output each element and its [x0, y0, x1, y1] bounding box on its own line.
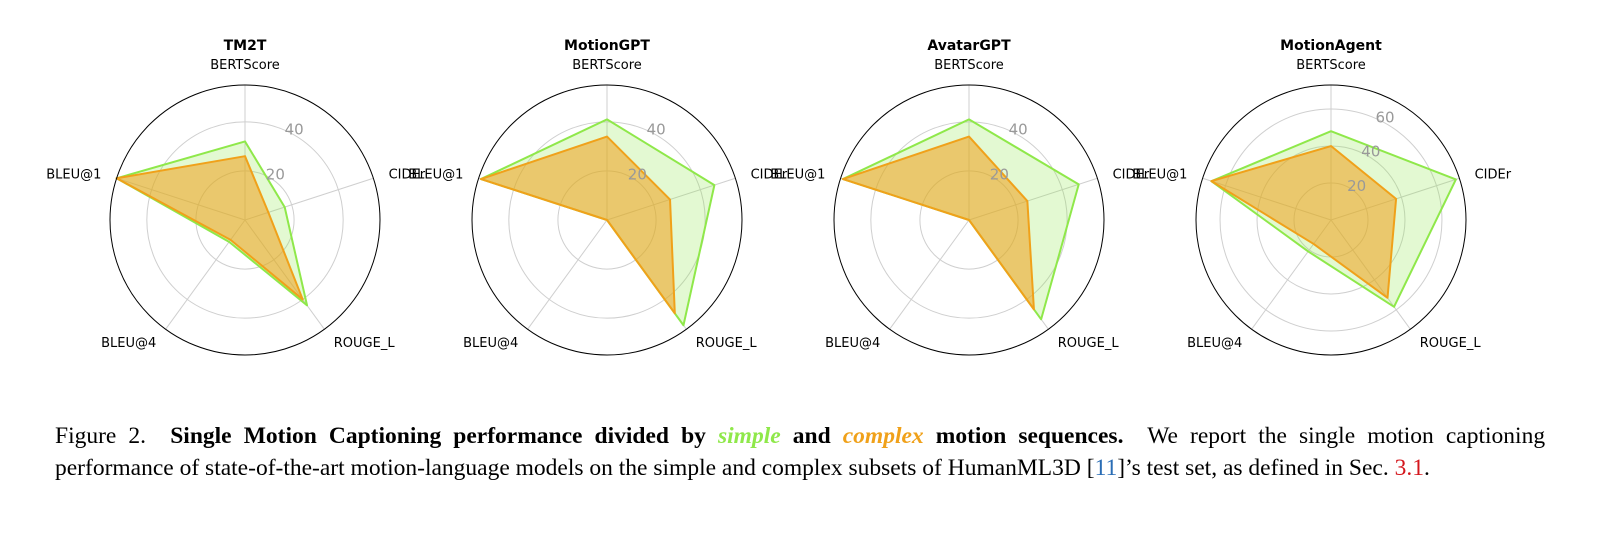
chart-title: AvatarGPT	[927, 38, 1011, 54]
series-complex-polygon	[841, 135, 1035, 311]
outer-frame	[109, 84, 381, 356]
outer-frame	[1195, 84, 1467, 356]
radial-tick-label: 20	[628, 166, 647, 184]
section-link[interactable]: 3.1	[1394, 455, 1424, 481]
axis-label: CIDEr	[389, 167, 426, 182]
radial-tick-label: 40	[647, 120, 666, 138]
axis-label: ROUGE_L	[696, 336, 758, 351]
axis-label: BLEU@4	[101, 336, 156, 351]
caption-simple-word: simple	[718, 423, 781, 449]
axis-label: BERTScore	[1296, 58, 1366, 73]
caption-bold-a: Single Motion Captioning performance div…	[170, 423, 706, 449]
radial-tick-label: 20	[266, 166, 285, 184]
series-complex-polygon	[1210, 145, 1398, 299]
axis-label: ROUGE_L	[1058, 336, 1120, 351]
radial-tick-label: 60	[1375, 108, 1394, 126]
figure-label: Figure 2.	[55, 423, 147, 449]
chart-title: MotionAgent	[1280, 38, 1382, 54]
outer-frame	[833, 84, 1105, 356]
caption-text-a: We report the single motion captioning p…	[55, 423, 1546, 481]
figure-caption: Figure 2. Single Motion Captioning perfo…	[55, 420, 1545, 484]
caption-bold-b: and	[792, 423, 831, 449]
axis-spoke	[889, 219, 970, 330]
radial-tick-label: 40	[1009, 120, 1028, 138]
axis-label: ROUGE_L	[334, 336, 396, 351]
outer-frame	[471, 84, 743, 356]
axis-label: ROUGE_L	[1420, 336, 1482, 351]
caption-text-c: .	[1423, 455, 1430, 481]
axis-label: CIDEr	[751, 167, 788, 182]
axis-label: BERTScore	[934, 58, 1004, 73]
axis-label: BLEU@1	[770, 167, 825, 182]
citation-link[interactable]: 11	[1094, 455, 1118, 481]
radial-tick-label: 40	[285, 120, 304, 138]
axis-label: BLEU@4	[1187, 336, 1242, 351]
axis-label: BLEU@1	[408, 167, 463, 182]
axis-label: CIDEr	[1113, 167, 1150, 182]
caption-bold-c: motion sequences.	[935, 423, 1124, 449]
radar-chart-0: 20 40 BERTScore CIDEr ROUGE_L BLEU@4 BLEU@1 TM2…	[46, 38, 426, 356]
axis-label: BLEU@4	[463, 336, 518, 351]
series-complex-polygon	[479, 135, 676, 315]
radial-tick-label: 40	[1361, 143, 1380, 161]
radial-tick-label: 20	[1347, 177, 1366, 195]
axis-label: BLEU@1	[1132, 167, 1187, 182]
axis-label: CIDEr	[1475, 167, 1512, 182]
caption-complex-word: complex	[842, 423, 924, 449]
axis-label: BERTScore	[210, 58, 280, 73]
axis-label: BLEU@4	[825, 336, 880, 351]
radial-tick-label: 20	[990, 166, 1009, 184]
radar-chart-3: 20 40 60 BERTScore CIDEr ROUGE_L BLEU@4 BLEU@1 M…	[1132, 38, 1512, 356]
series-complex-polygon	[115, 155, 304, 301]
axis-label: BERTScore	[572, 58, 642, 73]
radar-charts: 20 40 BERTScore CIDEr ROUGE_L BLEU@4 BLEU@1 TM2…	[46, 38, 1512, 356]
caption-text-b: ]’s test set, as defined in Sec.	[1117, 455, 1389, 481]
chart-title: MotionGPT	[564, 38, 650, 54]
radar-chart-2: 20 40 BERTScore CIDEr ROUGE_L BLEU@4 BLEU@1 Ava…	[770, 38, 1150, 356]
chart-title: TM2T	[224, 38, 267, 54]
axis-spoke	[527, 219, 608, 330]
radar-chart-1: 20 40 BERTScore CIDEr ROUGE_L BLEU@4 BLEU@1 Mot…	[408, 38, 788, 356]
axis-label: BLEU@1	[46, 167, 101, 182]
